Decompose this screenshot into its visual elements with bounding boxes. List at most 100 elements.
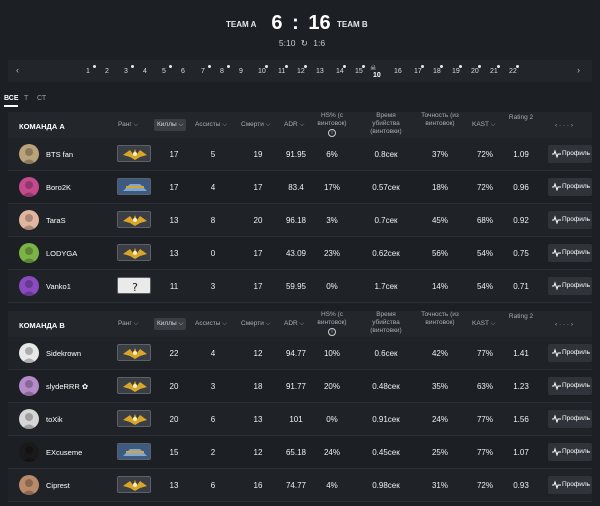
rounds-prev-icon[interactable]: ‹ (16, 65, 19, 75)
round-4[interactable]: 4 (143, 68, 147, 75)
avatar[interactable] (19, 177, 39, 197)
hs-value: 10% (323, 349, 340, 358)
col-adr-label: ADR (284, 320, 298, 327)
avatar[interactable] (19, 276, 39, 296)
avatar[interactable] (19, 442, 39, 462)
col-hs[interactable]: HS% (с винтовок) i (310, 112, 354, 137)
adr-value: 74.77 (285, 481, 307, 490)
col-accuracy[interactable]: Точность (из винтовок) (418, 311, 462, 327)
player-row: Vanko1? 11 3 17 59.95 0% 1.7сек 14% 54% 0.71 Профи… (8, 270, 592, 303)
col-kills[interactable]: Киллы ⌵ (154, 119, 187, 131)
avatar[interactable] (19, 409, 39, 429)
col-assists[interactable]: Ассисты ⌵ (195, 320, 228, 327)
columns-pager[interactable]: ‹ · · · › (555, 321, 574, 328)
round-11[interactable]: 11 (278, 65, 288, 75)
round-2[interactable]: 2 (105, 68, 109, 75)
player-name[interactable]: TaraS (46, 216, 66, 225)
player-name[interactable]: toXik (46, 415, 63, 424)
round-9[interactable]: 9 (239, 68, 243, 75)
col-rank[interactable]: Ранг ⌵ (118, 320, 139, 327)
col-rank[interactable]: Ранг ⌵ (118, 121, 139, 128)
kast-value: 63% (476, 382, 493, 391)
col-kills[interactable]: Киллы ⌵ (154, 318, 187, 330)
columns-pager[interactable]: ‹ · · · › (555, 122, 574, 129)
col-rating-label: Rating 2 (508, 114, 534, 121)
round-10[interactable]: 10 (258, 65, 268, 75)
round-number: 13 (316, 68, 324, 75)
avatar[interactable] (19, 376, 39, 396)
player-name[interactable]: Boro2K (46, 183, 72, 192)
player-name[interactable]: slydeRRR ✿ (46, 382, 89, 391)
avatar[interactable] (19, 243, 39, 263)
profile-button[interactable]: Профиль (548, 410, 592, 428)
col-rating[interactable]: Rating 2 (508, 313, 534, 321)
team-b-table: КОМАНДА В Ранг ⌵ Киллы ⌵ Ассисты ⌵ Смерт… (8, 311, 592, 502)
col-ttk[interactable]: Время убийства (винтовки) (364, 311, 408, 335)
round-17[interactable]: 17 (414, 65, 424, 75)
info-icon[interactable]: i (328, 129, 336, 137)
avatar[interactable] (19, 210, 39, 230)
profile-button[interactable]: Профиль (548, 277, 592, 295)
player-name[interactable]: LODYGA (46, 249, 78, 258)
round-3[interactable]: 3 (124, 65, 134, 75)
round-21[interactable]: 21 (490, 65, 500, 75)
tab-ct[interactable]: СТ (37, 95, 47, 102)
player-name[interactable]: EXcuseme (46, 448, 83, 457)
profile-button[interactable]: Профиль (548, 344, 592, 362)
kast-value: 77% (476, 415, 493, 424)
half-score-b: 1:6 (313, 38, 326, 48)
rank-badge-icon (117, 410, 151, 427)
avatar[interactable] (19, 343, 39, 363)
player-name[interactable]: Sidekrown (46, 349, 82, 358)
round-6[interactable]: 6 (181, 68, 185, 75)
player-name[interactable]: BTS fan (46, 150, 74, 159)
round-20[interactable]: 20 (471, 65, 481, 75)
activity-icon (552, 381, 561, 390)
round-5[interactable]: 5 (162, 65, 172, 75)
round-skull-marker[interactable]: ☠ 10 (370, 65, 381, 79)
round-number: 12 (297, 68, 305, 75)
round-7[interactable]: 7 (201, 65, 211, 75)
col-assists[interactable]: Ассисты ⌵ (195, 121, 228, 128)
avatar[interactable] (19, 475, 39, 495)
col-ttk[interactable]: Время убийства (винтовки) (364, 112, 408, 136)
col-accuracy[interactable]: Точность (из винтовок) (418, 112, 462, 128)
round-19[interactable]: 19 (452, 65, 462, 75)
adr-value: 65.18 (285, 448, 307, 457)
profile-button[interactable]: Профиль (548, 476, 592, 494)
col-deaths[interactable]: Смерти ⌵ (241, 121, 271, 128)
tab-all[interactable]: ВСЕ (4, 95, 19, 102)
ttk-value: 0.6сек (374, 349, 398, 358)
round-15[interactable]: 15 (355, 65, 365, 75)
profile-button[interactable]: Профиль (548, 178, 592, 196)
profile-button[interactable]: Профиль (548, 377, 592, 395)
round-16[interactable]: 16 (394, 68, 402, 75)
col-deaths[interactable]: Смерти ⌵ (241, 320, 271, 327)
player-name[interactable]: Ciprest (46, 481, 70, 490)
player-name[interactable]: Vanko1 (46, 282, 71, 291)
adr-value: 59.95 (285, 282, 307, 291)
col-hs[interactable]: HS% (с винтовок) i (310, 311, 354, 336)
tab-t[interactable]: Т (24, 95, 29, 102)
col-kast[interactable]: KAST ⌵ (472, 121, 496, 128)
round-14[interactable]: 14 (336, 65, 346, 75)
col-rating[interactable]: Rating 2 (508, 114, 534, 122)
avatar[interactable] (19, 144, 39, 164)
round-22[interactable]: 22 (509, 65, 519, 75)
round-1[interactable]: 1 (86, 65, 96, 75)
col-adr[interactable]: ADR ⌵ (284, 320, 305, 327)
rank-badge-icon (117, 178, 151, 195)
round-13[interactable]: 13 (316, 68, 324, 75)
profile-button[interactable]: Профиль (548, 244, 592, 262)
rounds-next-icon[interactable]: › (577, 65, 580, 75)
round-12[interactable]: 12 (297, 65, 307, 75)
profile-button[interactable]: Профиль (548, 211, 592, 229)
round-18[interactable]: 18 (433, 65, 443, 75)
half-score-a: 5:10 (278, 38, 296, 48)
round-8[interactable]: 8 (220, 65, 230, 75)
col-adr[interactable]: ADR ⌵ (284, 121, 305, 128)
col-kast[interactable]: KAST ⌵ (472, 320, 496, 327)
info-icon[interactable]: i (328, 328, 336, 336)
profile-button[interactable]: Профиль (548, 443, 592, 461)
profile-button[interactable]: Профиль (548, 145, 592, 163)
